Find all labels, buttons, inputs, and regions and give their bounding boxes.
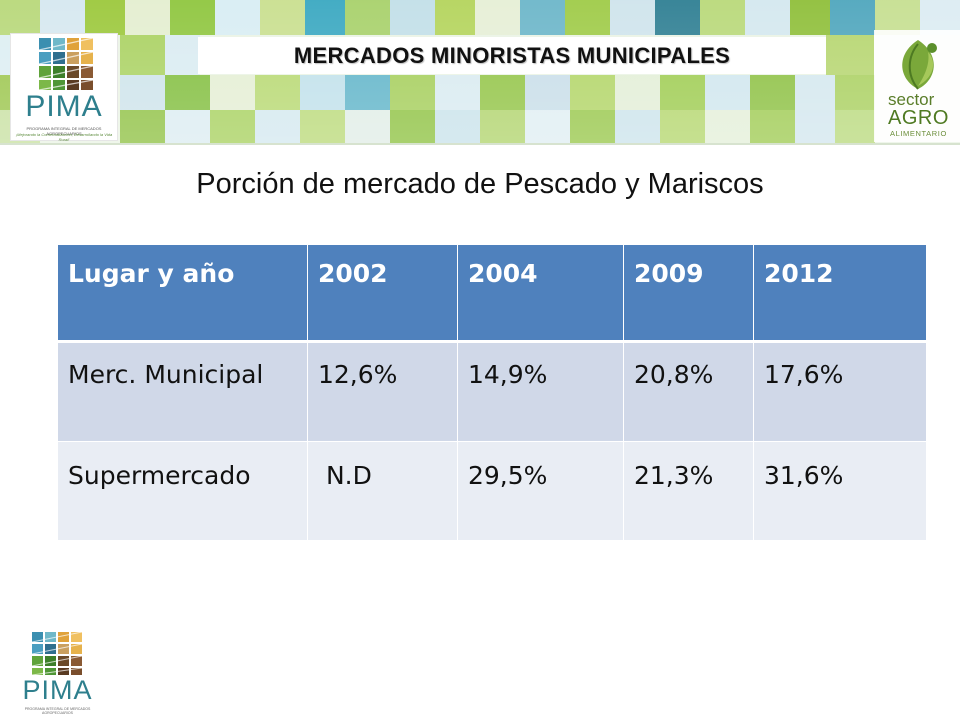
table-cell: 12,6% <box>308 342 458 442</box>
footer-pima-logo: PIMA PROGRAMA INTEGRAL DE MERCADOS AGROP… <box>20 628 95 716</box>
pima-emblem-icon <box>11 34 119 92</box>
table-cell: N.D <box>308 442 458 541</box>
table-cell: 21,3% <box>624 442 754 541</box>
sector-agro-logo: sector AGRO ALIMENTARIO <box>874 30 960 142</box>
table-header-row: Lugar y año 2002 2004 2009 2012 <box>58 245 927 342</box>
table-cell: 29,5% <box>458 442 624 541</box>
table-row: Merc. Municipal 12,6% 14,9% 20,8% 17,6% <box>58 342 927 442</box>
pima-logo: PIMA PROGRAMA INTEGRAL DE MERCADOS AGROP… <box>10 33 118 141</box>
header-title: MERCADOS MINORISTAS MUNICIPALES <box>294 43 730 69</box>
header-title-box: MERCADOS MINORISTAS MUNICIPALES <box>198 37 826 74</box>
table-row: Supermercado N.D 29,5% 21,3% 31,6% <box>58 442 927 541</box>
header-cell-2002: 2002 <box>308 245 458 342</box>
table-cell: 20,8% <box>624 342 754 442</box>
table-cell: 17,6% <box>754 342 927 442</box>
banner-divider <box>0 143 960 145</box>
agro-logo-line1: sector <box>888 92 934 107</box>
header-cell-2004: 2004 <box>458 245 624 342</box>
header-cell-2009: 2009 <box>624 245 754 342</box>
leaf-icon <box>888 34 948 94</box>
agro-logo-line3: ALIMENTARIO <box>890 129 947 138</box>
footer-pima-subtitle: PROGRAMA INTEGRAL DE MERCADOS AGROPECUAR… <box>20 707 95 715</box>
agro-logo-line2: AGRO <box>888 108 949 128</box>
slide-title: Porción de mercado de Pescado y Mariscos <box>0 168 960 201</box>
row-label-supermarket: Supermercado <box>58 442 308 541</box>
header-banner: MERCADOS MINORISTAS MUNICIPALES PIMA PRO… <box>0 0 960 145</box>
pima-emblem-icon <box>20 628 95 676</box>
header-cell-place-year: Lugar y año <box>58 245 308 342</box>
pima-logo-word: PIMA <box>11 90 117 124</box>
footer-pima-word: PIMA <box>20 675 95 706</box>
row-label-municipal: Merc. Municipal <box>58 342 308 442</box>
table-cell: 14,9% <box>458 342 624 442</box>
data-table: Lugar y año 2002 2004 2009 2012 Merc. Mu… <box>57 244 927 541</box>
market-share-table: Lugar y año 2002 2004 2009 2012 Merc. Mu… <box>57 244 926 541</box>
header-cell-2012: 2012 <box>754 245 927 342</box>
table-cell: 31,6% <box>754 442 927 541</box>
pima-logo-tagline: ¡Mejorando la Comercialización, Desarrol… <box>15 132 113 142</box>
